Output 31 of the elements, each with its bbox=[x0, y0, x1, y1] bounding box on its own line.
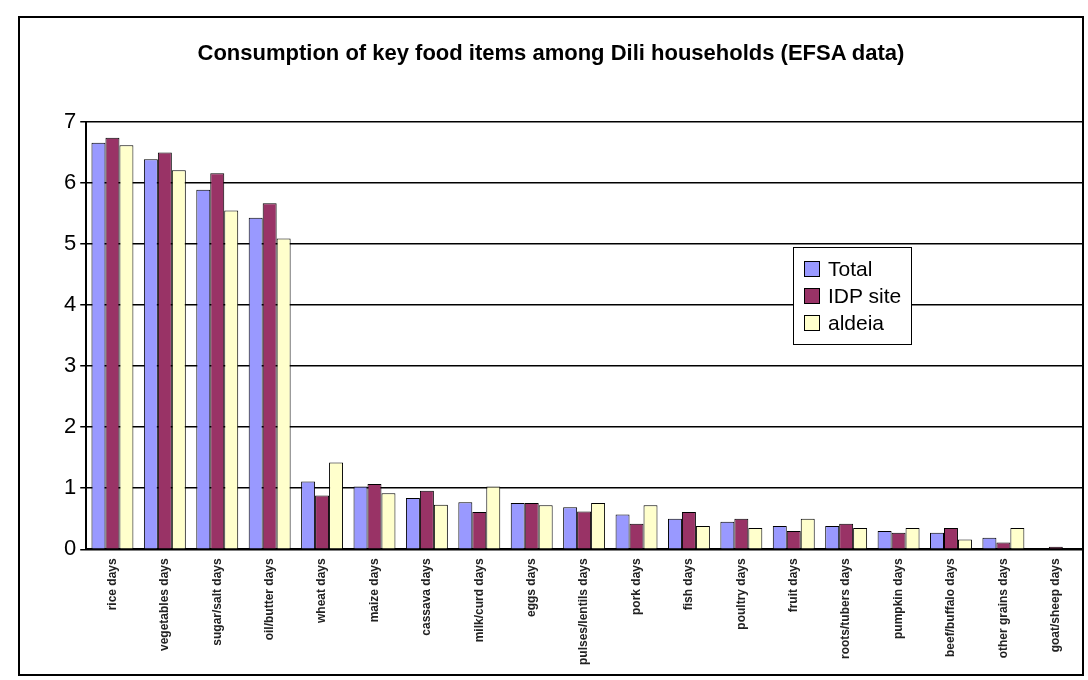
x-tick-label: fish days bbox=[681, 557, 696, 611]
x-tick-label: oil/butter days bbox=[261, 557, 276, 641]
legend-label: aldeia bbox=[828, 310, 885, 335]
y-tick-label: 4 bbox=[63, 291, 77, 317]
y-tick-label: 5 bbox=[63, 230, 77, 256]
y-tick-label: 7 bbox=[63, 108, 77, 134]
y-tick-label: 0 bbox=[63, 535, 77, 561]
x-tick-label: eggs days bbox=[524, 557, 539, 617]
x-tick-label: pulses/lentils days bbox=[576, 557, 591, 666]
x-tick-label: rice days bbox=[104, 557, 119, 611]
chart-title: Consumption of key food items among Dili households (EFSA data) bbox=[196, 40, 906, 66]
x-tick-label: pork days bbox=[628, 557, 643, 615]
x-tick-label: other grains days bbox=[995, 557, 1010, 659]
x-tick-label: vegetables days bbox=[157, 557, 172, 652]
x-tick-label: wheat days bbox=[314, 557, 329, 624]
x-tick-label: maize days bbox=[366, 557, 381, 623]
x-tick-label: roots/tubers days bbox=[838, 557, 853, 659]
y-tick-label: 2 bbox=[63, 413, 77, 439]
y-tick-label: 3 bbox=[63, 352, 77, 378]
x-tick-label: fruit days bbox=[786, 557, 801, 613]
x-tick-label: poultry days bbox=[733, 557, 748, 630]
x-tick-label: beef/buffalo days bbox=[943, 557, 958, 657]
y-tick-label: 1 bbox=[63, 474, 77, 500]
x-tick-label: sugar/salt days bbox=[209, 557, 224, 646]
legend-label: Total bbox=[828, 256, 873, 281]
x-tick-label: goat/sheep days bbox=[1048, 557, 1063, 653]
x-tick-label: pumpkin days bbox=[890, 557, 905, 639]
legend-label: IDP site bbox=[828, 283, 902, 308]
x-tick-label: cassava days bbox=[419, 557, 434, 636]
y-tick-label: 6 bbox=[63, 169, 77, 195]
x-tick-label: milk/curd days bbox=[471, 557, 486, 643]
